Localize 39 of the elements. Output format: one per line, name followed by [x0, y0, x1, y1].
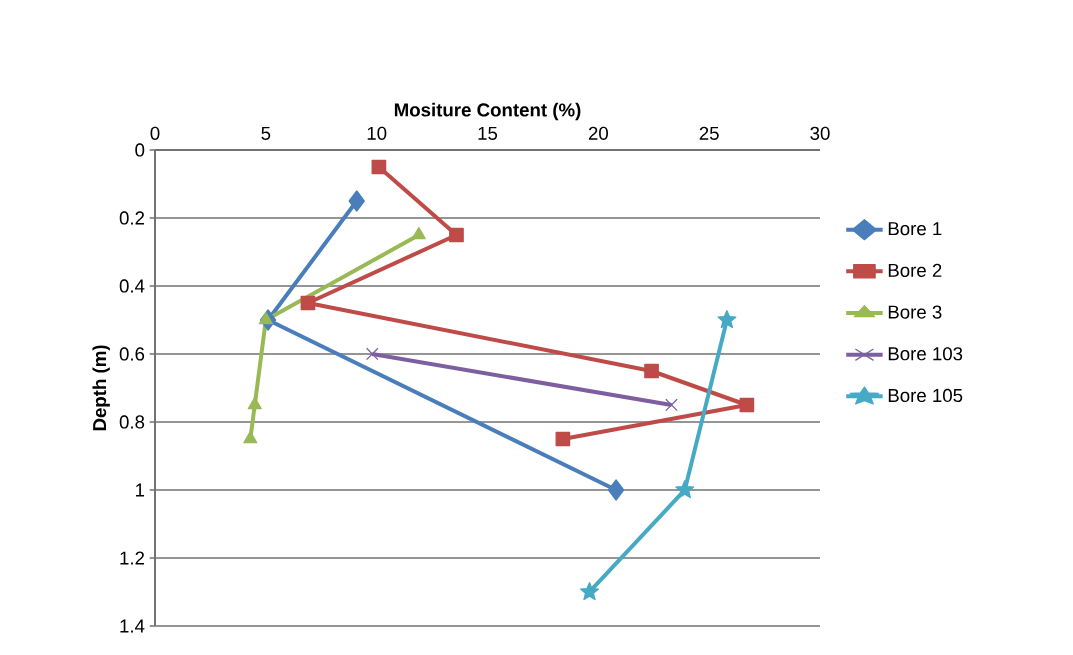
point	[300, 295, 316, 311]
point	[365, 347, 379, 361]
x-tick-label: 30	[810, 126, 830, 140]
point	[258, 311, 273, 325]
legend-label: Bore 105	[888, 388, 963, 403]
x-tick-label: 5	[261, 126, 271, 140]
x-axis-title: Mositure Content (%)	[394, 102, 581, 121]
point	[449, 227, 464, 243]
y-tick-label: 0	[135, 143, 145, 157]
point	[348, 190, 365, 212]
y-tick-label: 1.4	[120, 619, 145, 633]
legend-label: Bore 3	[888, 305, 942, 319]
point	[607, 479, 625, 501]
point	[243, 430, 258, 444]
x-tick-label: 25	[699, 126, 719, 140]
point	[371, 159, 387, 175]
y-tick-label: 1.2	[120, 551, 145, 565]
y-tick-label: 1	[136, 483, 145, 497]
x-tick-label: 15	[478, 126, 498, 140]
legend-label: Bore 1	[888, 222, 942, 236]
x-tick-label: 10	[367, 126, 387, 140]
point	[665, 398, 678, 412]
point	[579, 581, 600, 601]
point	[247, 396, 262, 410]
legend-label: Bore 103	[888, 347, 963, 361]
point	[717, 309, 737, 329]
point	[739, 397, 755, 413]
point	[411, 226, 426, 240]
legend-label: Bore 2	[888, 263, 942, 277]
point	[644, 363, 659, 379]
y-tick-label: 0.8	[119, 415, 145, 429]
point	[555, 431, 571, 447]
point	[675, 479, 695, 499]
y-axis-title: Depth (m)	[92, 345, 110, 431]
x-tick-label: 20	[588, 126, 608, 140]
y-tick-label: 0.4	[119, 279, 145, 293]
y-tick-label: 0.6	[119, 347, 145, 361]
x-tick-label: 0	[150, 126, 160, 140]
y-tick-label: 0.2	[119, 211, 145, 225]
